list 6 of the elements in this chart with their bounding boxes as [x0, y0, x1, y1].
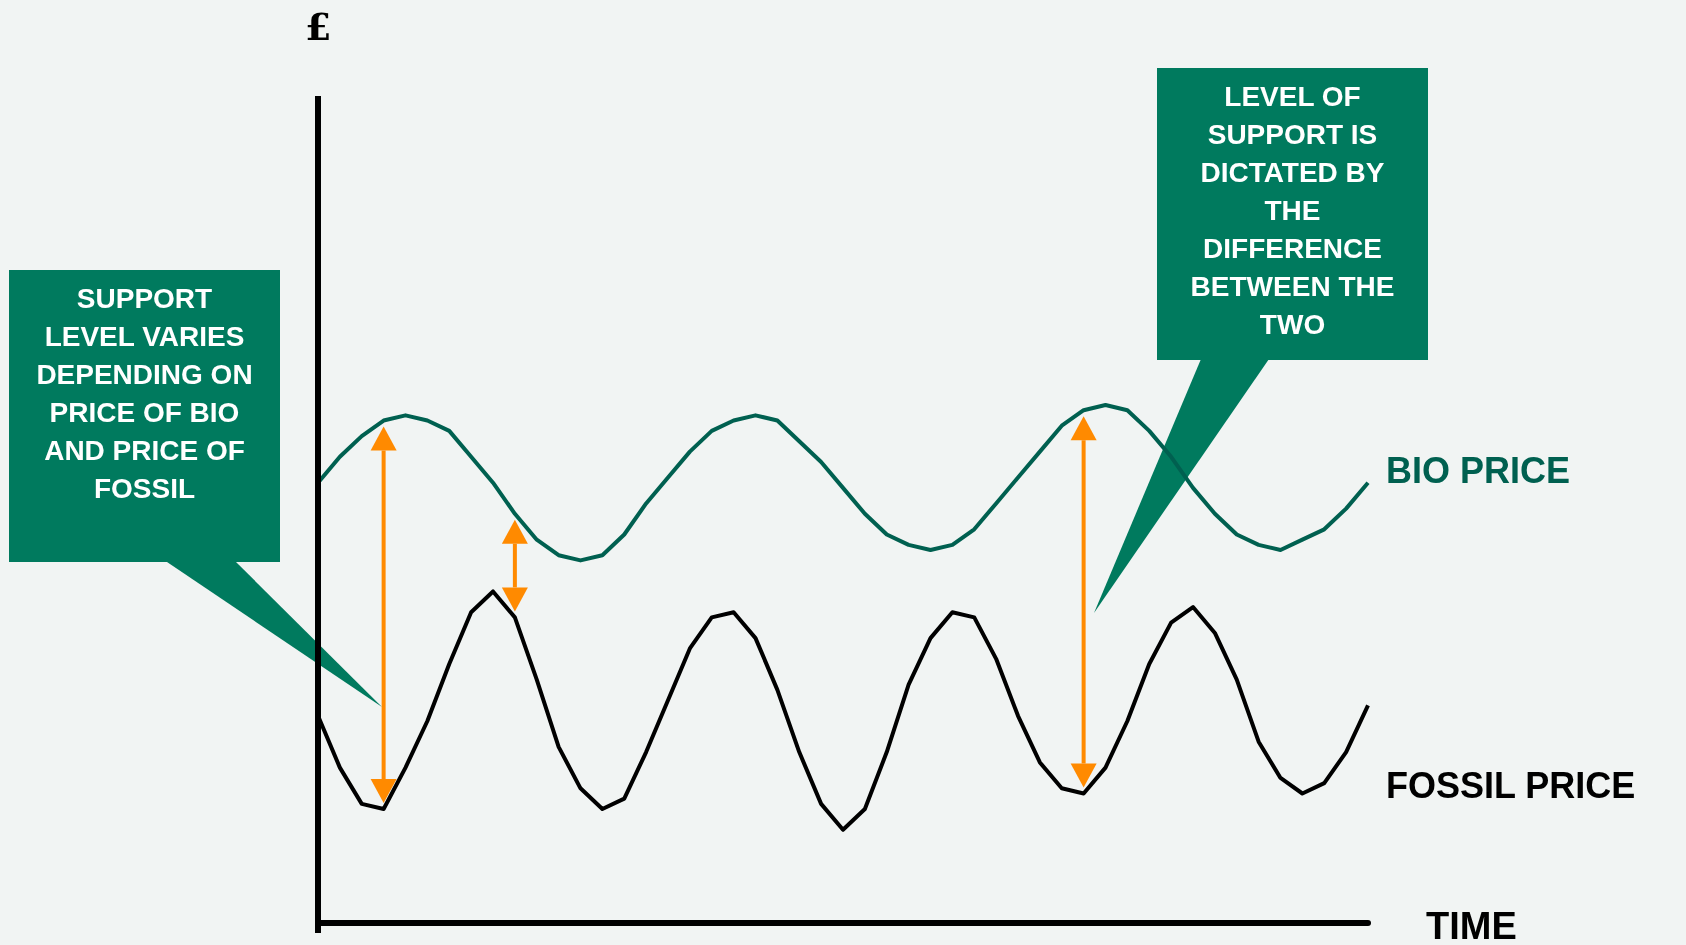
series-label: FOSSIL PRICE: [1386, 764, 1636, 806]
x-axis-title: TIME: [1426, 905, 1517, 945]
text: SUPPORT LEVEL VARIES DEPENDING ON PRICE OF BIO AND PRICE OF FOSSIL: [9, 270, 280, 562]
series-label: BIO PRICE: [1386, 450, 1571, 492]
text: £: [305, 4, 332, 49]
text: LEVEL OF SUPPORT IS DICTATED BY THE DIFFERENCE BETWEEN THE TWO: [1157, 68, 1428, 360]
